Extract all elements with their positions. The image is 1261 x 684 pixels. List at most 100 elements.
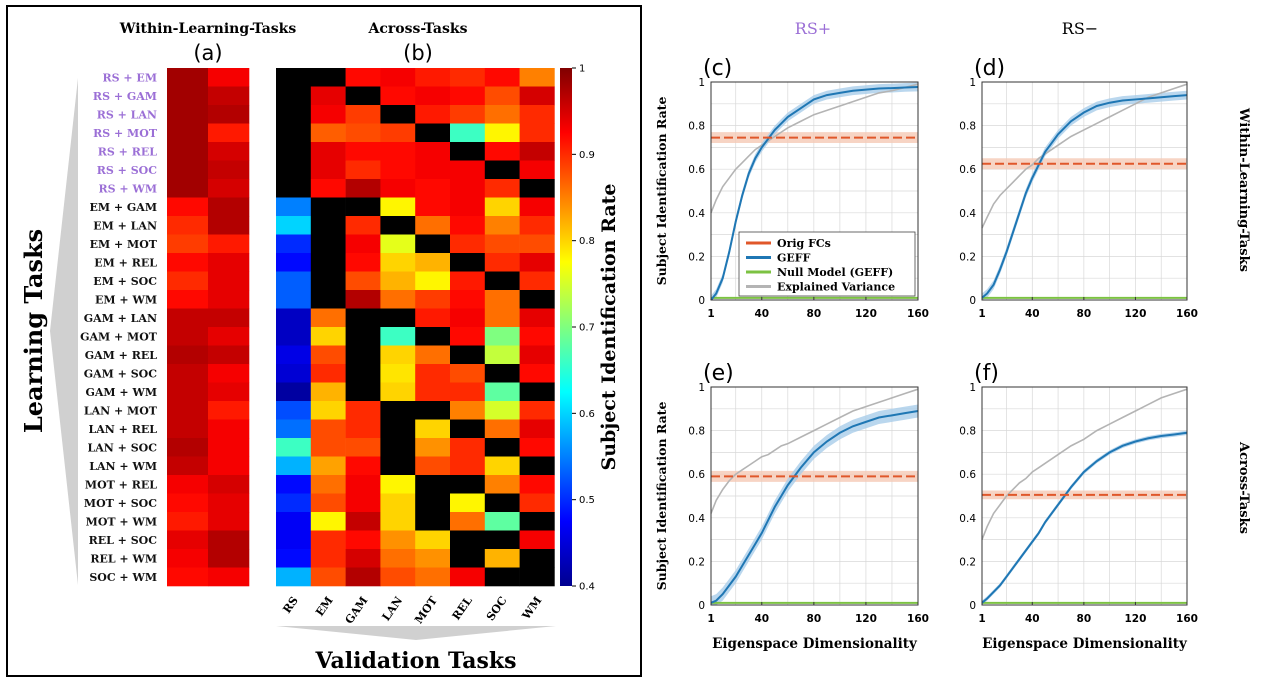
heatmap-a-cell: [208, 456, 250, 476]
heatmap-a-cell: [167, 216, 209, 235]
heatmap-b-cell: [345, 567, 381, 587]
heatmap-b-cell: [484, 86, 520, 106]
heatmap-b-cell: [276, 401, 312, 420]
heatmap-b-cell: [450, 290, 486, 309]
heatmap-b-cell: [519, 530, 555, 550]
plot-frame: [710, 81, 919, 301]
row-label: MOT + REL: [85, 479, 157, 492]
heatmap-b-cell: [276, 456, 312, 476]
heatmap-b-cell: [484, 567, 520, 587]
heatmap-a-cell: [208, 216, 250, 235]
series-line: [710, 409, 919, 604]
col-title-rs-minus: RS−: [1062, 19, 1098, 38]
heatmap-a-cell: [167, 234, 209, 254]
heatmap-b-cell: [345, 197, 381, 217]
row-label: RS + SOC: [97, 164, 157, 177]
colorbar-tick-label: 0.9: [579, 150, 595, 161]
heatmap-b-cell: [519, 493, 555, 513]
heatmap-b-cell: [310, 419, 346, 439]
legend-label: Explained Variance: [777, 281, 895, 294]
heatmap-a-cell: [208, 234, 250, 254]
heatmap-b-cell: [484, 345, 520, 365]
x-tick-label: 160: [907, 613, 929, 625]
heatmap-a-cell: [208, 197, 250, 217]
heatmap-a-cell: [208, 493, 250, 513]
series-line: [981, 388, 1188, 540]
heatmap-b-cell: [310, 308, 346, 328]
heatmap-b-cell: [276, 567, 312, 587]
heatmap-a-cell: [208, 123, 250, 143]
heatmap-b-cell: [484, 105, 520, 124]
heatmap-b-cell: [380, 530, 416, 550]
heatmap-a-cell: [167, 401, 209, 420]
row-label: MOT + WM: [86, 516, 157, 529]
heatmap-b-cell: [415, 345, 451, 365]
heatmap-b-cell: [519, 234, 555, 254]
heatmap-b-cell: [276, 86, 312, 106]
heatmap-b-cell: [484, 364, 520, 383]
heatmap-b-cell: [519, 179, 555, 198]
heatmap-b-cell: [345, 68, 381, 87]
series-line: [981, 83, 1188, 229]
heatmap-b-cell: [380, 493, 416, 513]
heatmap-b-cell: [310, 216, 346, 235]
colorbar-tick-label: 0.7: [579, 323, 595, 334]
heatmap-b-cell: [484, 160, 520, 180]
panel-b-title: Across-Tasks: [368, 21, 468, 37]
heatmap-b-cell: [450, 308, 486, 328]
y-tick-label: 0: [969, 600, 976, 612]
heatmap-b-cell: [484, 216, 520, 235]
heatmap-b-cell: [519, 327, 555, 346]
heatmap-b-cell: [380, 142, 416, 161]
heatmap-b-cell: [450, 512, 486, 531]
heatmap-a-cell: [167, 438, 209, 457]
heatmap-b-cell: [276, 493, 312, 513]
x-tick-label: 120: [855, 308, 877, 320]
panel-letter: (e): [703, 361, 734, 386]
plot-frame: [710, 386, 919, 606]
heatmap-b-cell: [484, 234, 520, 254]
heatmap-b-cell: [380, 271, 416, 291]
row-label: GAM + REL: [85, 349, 158, 362]
y-tick-label: 0.8: [959, 121, 976, 133]
heatmap-b-cell: [276, 475, 312, 494]
x-tick-label: 1: [707, 308, 714, 320]
heatmap-a-cell: [167, 105, 209, 124]
heatmap-b-cell: [415, 512, 451, 531]
heatmap-b-cell: [276, 419, 312, 439]
row-title-within: Within-Learning-Tasks: [1236, 107, 1251, 272]
heatmap-a-cell: [167, 530, 209, 550]
heatmap-b-cell: [450, 382, 486, 402]
heatmap-b-cell: [415, 123, 451, 143]
heatmap-b-cell: [450, 456, 486, 476]
heatmap-a-cell: [208, 290, 250, 309]
series-line: [710, 86, 919, 301]
heatmap-a-cell: [208, 253, 250, 272]
row-label: EM + WM: [95, 294, 157, 307]
heatmap-b-cell: [380, 216, 416, 235]
heatmap-a-cell: [167, 179, 209, 198]
learning-tasks-title: Learning Tasks: [19, 229, 48, 433]
row-label: RS + REL: [98, 146, 157, 159]
heatmap-b-cell: [310, 68, 346, 87]
y-tick-label: 0.4: [688, 208, 705, 220]
col-label: LAN: [380, 594, 406, 623]
heatmap-a-cell: [167, 271, 209, 291]
y-tick-label: 0.4: [688, 513, 705, 525]
y-tick-label: 0.6: [959, 164, 976, 176]
row-label: RS + MOT: [93, 127, 158, 140]
heatmap-b-cell: [380, 401, 416, 420]
y-tick-label: 0.2: [688, 251, 705, 263]
heatmap-b-cell: [345, 234, 381, 254]
row-label: SOC + WM: [89, 571, 157, 584]
y-tick-label: 0.2: [959, 556, 976, 568]
heatmap-b-cell: [276, 308, 312, 328]
x-tick-label: 160: [907, 308, 929, 320]
heatmap-b-cell: [380, 68, 416, 87]
heatmap-b-cell: [450, 327, 486, 346]
heatmap-b-cell: [345, 438, 381, 457]
heatmap-b-cell: [415, 567, 451, 587]
colorbar-tick-label: 0.4: [579, 582, 595, 593]
learning-tasks-arrow: [50, 78, 78, 585]
